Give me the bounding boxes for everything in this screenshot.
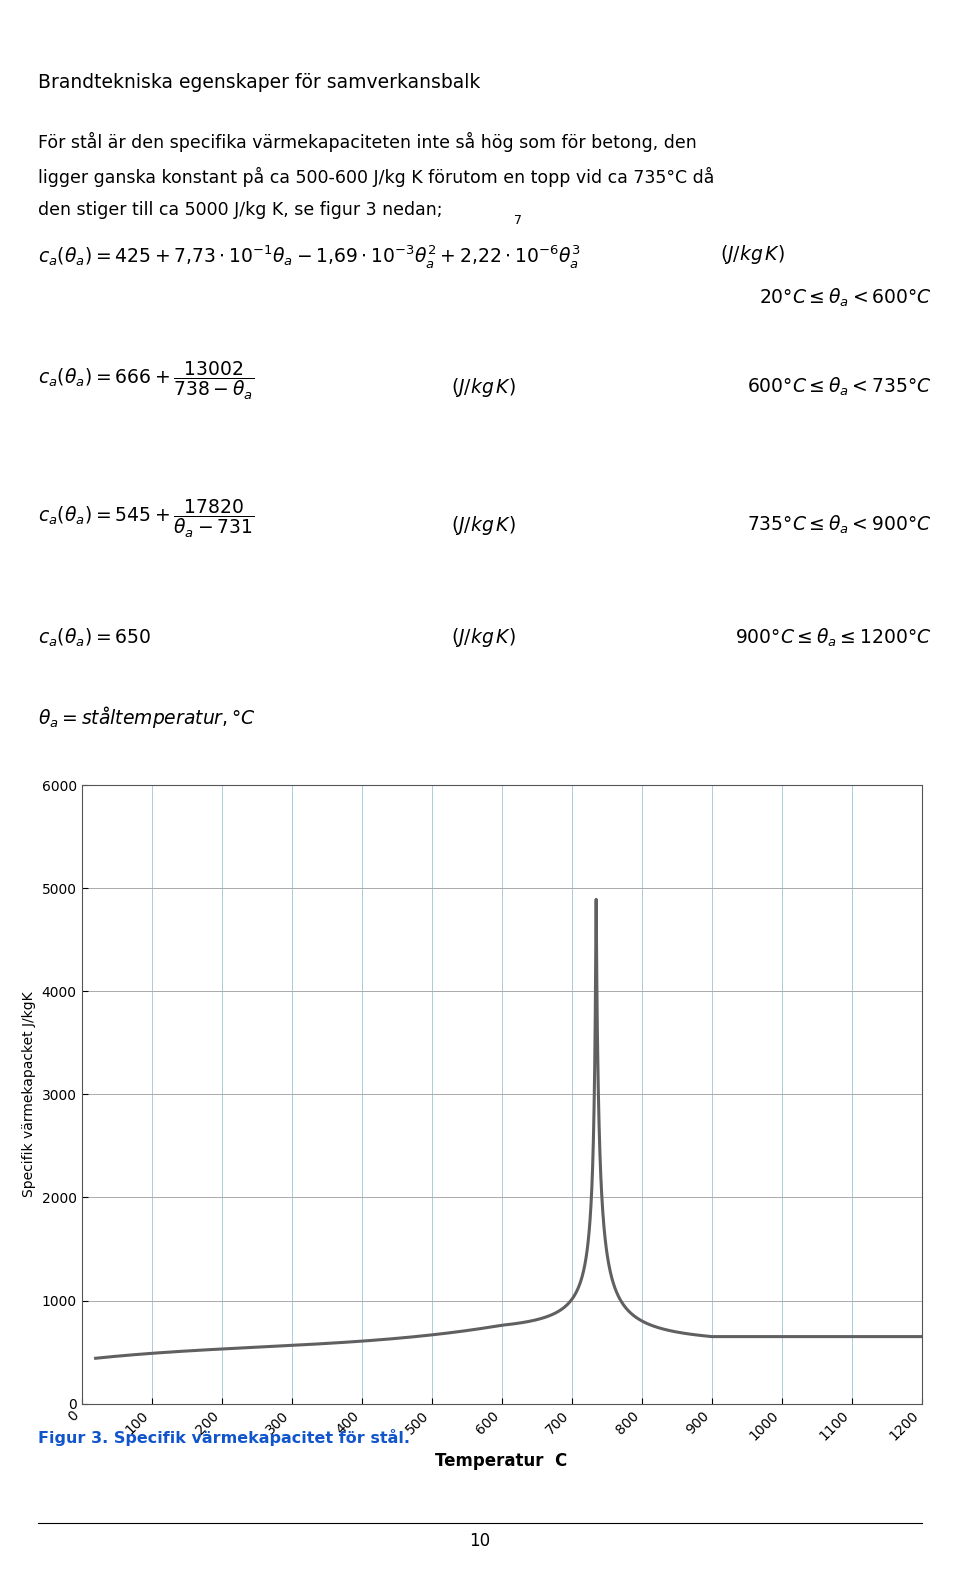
- Text: ligger ganska konstant på ca 500-600 J/kg K förutom en topp vid ca 735°C då: ligger ganska konstant på ca 500-600 J/k…: [38, 167, 715, 187]
- Text: 7: 7: [514, 214, 521, 227]
- Text: Figur 3. Specifik värmekapacitet för stål.: Figur 3. Specifik värmekapacitet för stå…: [38, 1429, 411, 1446]
- Text: För stål är den specifika värmekapaciteten inte så hög som för betong, den: För stål är den specifika värmekapacitet…: [38, 132, 697, 152]
- Text: $\theta_a = st\mathit{\aa}ltemperatur, °C$: $\theta_a = st\mathit{\aa}ltemperatur, °…: [38, 704, 256, 730]
- Text: $(J/kg\,K)$: $(J/kg\,K)$: [451, 626, 516, 650]
- Text: $(J/kg\,K)$: $(J/kg\,K)$: [451, 514, 516, 538]
- Text: $c_a(\theta_a) = 425 + 7{,}73 \cdot 10^{-1}\theta_a - 1{,}69 \cdot 10^{-3}\theta: $c_a(\theta_a) = 425 + 7{,}73 \cdot 10^{…: [38, 243, 581, 270]
- Text: $(J/kg\,K)$: $(J/kg\,K)$: [451, 376, 516, 400]
- Text: $c_a(\theta_a) = 650$: $c_a(\theta_a) = 650$: [38, 626, 152, 649]
- Text: den stiger till ca 5000 J/kg K, se figur 3 nedan;: den stiger till ca 5000 J/kg K, se figur…: [38, 201, 443, 219]
- Text: $900°C \leq \theta_a \leq 1200°C$: $900°C \leq \theta_a \leq 1200°C$: [734, 626, 931, 649]
- Text: $c_a(\theta_a) = 545 + \dfrac{17820}{\theta_a - 731}$: $c_a(\theta_a) = 545 + \dfrac{17820}{\th…: [38, 498, 254, 541]
- Text: Brandtekniska egenskaper för samverkansbalk: Brandtekniska egenskaper för samverkansb…: [38, 73, 481, 92]
- Text: 10: 10: [469, 1532, 491, 1550]
- Text: $(J/kg\,K)$: $(J/kg\,K)$: [720, 243, 785, 266]
- X-axis label: Temperatur  C: Temperatur C: [436, 1451, 567, 1470]
- Text: $735°C \leq \theta_a < 900°C$: $735°C \leq \theta_a < 900°C$: [747, 514, 931, 536]
- Text: $20°C \leq \theta_a < 600°C$: $20°C \leq \theta_a < 600°C$: [758, 287, 931, 309]
- Y-axis label: Specifik värmekapacket J/kgK: Specifik värmekapacket J/kgK: [22, 991, 36, 1197]
- Text: $600°C \leq \theta_a < 735°C$: $600°C \leq \theta_a < 735°C$: [747, 376, 931, 398]
- Text: $c_a(\theta_a) = 666 + \dfrac{13002}{738 - \theta_a}$: $c_a(\theta_a) = 666 + \dfrac{13002}{738…: [38, 360, 254, 403]
